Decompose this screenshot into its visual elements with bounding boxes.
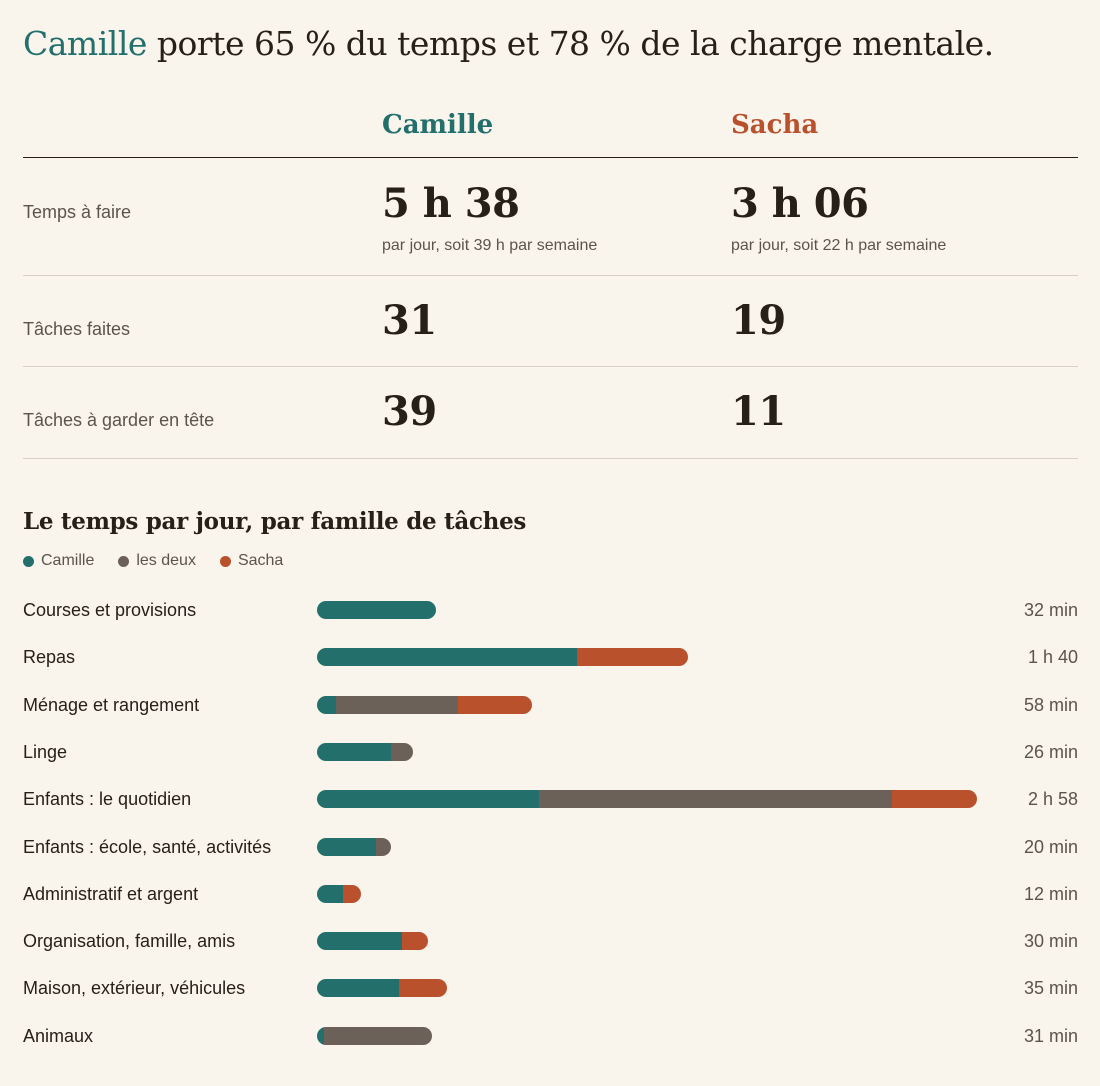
category-label: Organisation, famille, amis: [23, 931, 236, 952]
sacha-tasks-done-value: 19: [731, 297, 786, 344]
row-total-label: 58 min: [1023, 694, 1078, 715]
stacked-bar: [317, 790, 977, 809]
bar-segment-both: [376, 837, 392, 856]
bar-segment-both: [335, 695, 458, 714]
stacked-bar: [317, 884, 362, 903]
bar-segment-camille: [317, 695, 336, 714]
legend-item-camille: Camille: [23, 552, 94, 570]
category-label: Administratif et argent: [23, 883, 199, 904]
stacked-bar: [317, 742, 414, 761]
bar-segment-sacha: [402, 932, 429, 951]
bar-segment-both: [539, 790, 892, 809]
bar-segment-sacha: [342, 884, 362, 903]
row-total-label: 1 h 40: [1027, 647, 1078, 668]
category-label: Enfants : école, santé, activités: [23, 836, 272, 857]
category-label: Courses et provisions: [23, 600, 197, 620]
legend-label-both: les deux: [136, 552, 196, 569]
bar-segment-camille: [317, 790, 540, 809]
bar-segment-sacha: [891, 790, 977, 809]
row-label-tasks-done: Tâches faites: [23, 319, 131, 339]
bar-segment-both: [391, 742, 414, 761]
sacha-mental-load-value: 11: [731, 388, 786, 435]
category-label: Enfants : le quotidien: [23, 789, 192, 810]
category-label: Linge: [23, 741, 68, 762]
bar-segment-camille: [317, 648, 577, 667]
camille-time-subtext: par jour, soit 39 h par semaine: [382, 237, 598, 254]
chart-legend: Camille les deux Sacha: [23, 552, 307, 570]
row-label-mental-load: Tâches à garder en tête: [23, 410, 215, 430]
row-divider: [23, 275, 1078, 276]
camille-tasks-done-value: 31: [382, 297, 437, 344]
category-label: Maison, extérieur, véhicules: [23, 978, 246, 999]
legend-label-sacha: Sacha: [237, 552, 284, 569]
sacha-time-value: 3 h 06: [731, 180, 869, 227]
category-label: Repas: [23, 647, 76, 668]
legend-dot-camille: [23, 555, 34, 567]
bar-segment-camille: [317, 979, 399, 998]
row-divider: [23, 458, 1078, 459]
bar-segment-camille: [317, 837, 377, 856]
legend-dot-sacha: [219, 555, 231, 567]
stacked-bar: [317, 648, 688, 667]
headline-text: porte 65 % du temps et 78 % de la charge…: [146, 24, 994, 63]
row-total-label: 31 min: [1023, 1025, 1078, 1046]
legend-item-sacha: Sacha: [219, 552, 284, 570]
row-total-label: 35 min: [1023, 978, 1078, 999]
legend-dot-both: [118, 555, 130, 567]
row-total-label: 26 min: [1023, 741, 1078, 762]
bar-segment-sacha: [398, 979, 447, 998]
row-total-label: 30 min: [1023, 931, 1078, 952]
stacked-bar: [317, 979, 447, 998]
bar-segment-camille: [317, 601, 436, 619]
bar-segment-both: [324, 1026, 432, 1045]
stacked-bar: [317, 601, 436, 619]
stacked-bar: [317, 1026, 432, 1045]
sacha-time-subtext: par jour, soit 22 h par semaine: [731, 237, 947, 254]
row-total-label: 2 h 58: [1027, 789, 1078, 810]
bar-segment-camille: [317, 884, 343, 903]
row-total-label: 12 min: [1023, 883, 1078, 904]
camille-time-value: 5 h 38: [382, 180, 520, 227]
bar-segment-camille: [317, 742, 392, 761]
bar-segment-camille: [317, 932, 403, 951]
stacked-bar: [317, 837, 392, 856]
row-label-time: Temps à faire: [23, 202, 132, 222]
chart-title: Le temps par jour, par famille de tâches: [23, 508, 527, 535]
row-total-label: 32 min: [1023, 600, 1078, 620]
stacked-bar: [317, 932, 429, 951]
stacked-bar: [317, 695, 533, 714]
header-divider: [23, 157, 1078, 158]
legend-item-both: les deux: [118, 552, 196, 570]
column-header-sacha: Sacha: [731, 110, 819, 140]
column-header-camille: Camille: [382, 110, 494, 140]
category-label: Animaux: [23, 1025, 94, 1046]
row-total-label: 20 min: [1023, 836, 1078, 857]
row-divider: [23, 366, 1078, 367]
headline-name: Camille: [23, 24, 147, 63]
legend-label-camille: Camille: [41, 552, 95, 569]
bar-segment-sacha: [457, 695, 533, 714]
bar-segment-camille: [317, 1026, 325, 1045]
camille-mental-load-value: 39: [382, 388, 437, 435]
bar-segment-sacha: [576, 648, 688, 667]
category-label: Ménage et rangement: [23, 694, 200, 715]
headline: Camille porte 65 % du temps et 78 % de l…: [23, 24, 994, 63]
